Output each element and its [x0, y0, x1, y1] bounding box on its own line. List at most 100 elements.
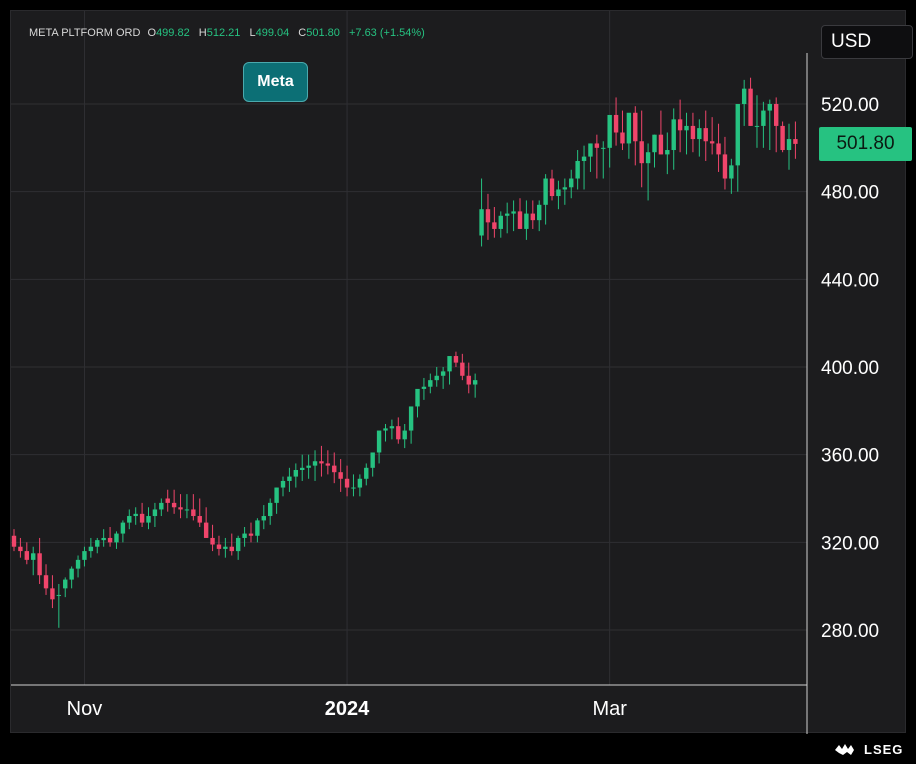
- candle[interactable]: [338, 459, 343, 492]
- candle[interactable]: [402, 423, 407, 449]
- candle[interactable]: [300, 454, 305, 481]
- event-badge[interactable]: Meta: [243, 62, 308, 102]
- candle[interactable]: [703, 110, 708, 161]
- candle[interactable]: [178, 494, 183, 519]
- candle[interactable]: [741, 79, 747, 126]
- candle[interactable]: [114, 531, 119, 549]
- candle[interactable]: [293, 463, 299, 488]
- candle[interactable]: [556, 180, 561, 210]
- candle[interactable]: [498, 211, 503, 238]
- candle[interactable]: [376, 430, 382, 464]
- candle[interactable]: [101, 529, 106, 547]
- candle[interactable]: [575, 150, 580, 190]
- candle[interactable]: [735, 104, 740, 192]
- candle[interactable]: [549, 169, 555, 201]
- candle[interactable]: [780, 121, 785, 153]
- candle[interactable]: [472, 373, 478, 398]
- candle[interactable]: [716, 123, 721, 172]
- chart-panel[interactable]: 280.00 320.00 360.00 400.00 440.00 480.00 520.…: [10, 10, 913, 734]
- candle[interactable]: [223, 537, 228, 558]
- candle[interactable]: [248, 522, 254, 543]
- candle[interactable]: [229, 533, 234, 556]
- candle[interactable]: [261, 505, 266, 530]
- candle[interactable]: [639, 110, 644, 188]
- candle[interactable]: [697, 119, 702, 157]
- candle[interactable]: [31, 546, 36, 576]
- candle[interactable]: [428, 373, 433, 394]
- candle[interactable]: [408, 406, 414, 444]
- candle[interactable]: [274, 487, 279, 514]
- candles[interactable]: [11, 77, 798, 628]
- candle[interactable]: [312, 450, 318, 481]
- candle[interactable]: [613, 97, 619, 146]
- candle[interactable]: [607, 114, 612, 168]
- candle[interactable]: [626, 112, 632, 159]
- candle[interactable]: [165, 489, 170, 512]
- candle[interactable]: [537, 200, 542, 232]
- candle[interactable]: [357, 474, 363, 497]
- candle[interactable]: [511, 200, 516, 232]
- candle[interactable]: [344, 465, 350, 497]
- candle[interactable]: [197, 498, 202, 527]
- candle[interactable]: [748, 77, 753, 126]
- candle[interactable]: [594, 134, 600, 179]
- candle[interactable]: [133, 507, 138, 525]
- candle[interactable]: [671, 108, 676, 170]
- candle[interactable]: [722, 136, 728, 190]
- candle[interactable]: [184, 494, 190, 519]
- candle[interactable]: [107, 526, 113, 547]
- candle[interactable]: [120, 520, 126, 543]
- currency-selector-button[interactable]: USD: [821, 25, 913, 59]
- candle[interactable]: [588, 143, 593, 172]
- candle[interactable]: [665, 132, 670, 175]
- candle[interactable]: [492, 207, 497, 238]
- candle[interactable]: [569, 169, 574, 199]
- candle[interactable]: [43, 564, 49, 595]
- candle[interactable]: [216, 535, 222, 556]
- candle[interactable]: [581, 145, 587, 190]
- candle[interactable]: [729, 158, 734, 194]
- candle[interactable]: [543, 174, 548, 225]
- candle[interactable]: [466, 362, 471, 394]
- candlestick-chart[interactable]: 280.00 320.00 360.00 400.00 440.00 480.00 520.…: [11, 11, 907, 734]
- candle[interactable]: [383, 423, 388, 442]
- candle[interactable]: [434, 367, 439, 387]
- candle[interactable]: [325, 450, 331, 475]
- candle[interactable]: [460, 353, 465, 381]
- candle[interactable]: [677, 99, 683, 153]
- candle[interactable]: [152, 502, 158, 527]
- candle[interactable]: [191, 494, 196, 521]
- candle[interactable]: [332, 452, 337, 484]
- candle[interactable]: [786, 123, 792, 170]
- candle[interactable]: [652, 134, 657, 168]
- candle[interactable]: [287, 467, 292, 492]
- candle[interactable]: [479, 178, 484, 247]
- candle[interactable]: [50, 575, 55, 609]
- candle[interactable]: [440, 367, 446, 389]
- candle[interactable]: [255, 518, 260, 543]
- candle[interactable]: [351, 474, 356, 497]
- candle[interactable]: [620, 110, 625, 151]
- candle[interactable]: [127, 509, 132, 530]
- candle[interactable]: [24, 542, 30, 565]
- candle[interactable]: [370, 452, 375, 477]
- candle[interactable]: [146, 507, 151, 530]
- candle[interactable]: [421, 377, 427, 400]
- candle[interactable]: [415, 388, 420, 418]
- candle[interactable]: [690, 112, 696, 153]
- candle[interactable]: [139, 502, 145, 527]
- candle[interactable]: [69, 566, 74, 589]
- candle[interactable]: [63, 577, 68, 598]
- candle[interactable]: [364, 463, 369, 486]
- candle[interactable]: [562, 178, 568, 205]
- candle[interactable]: [447, 356, 452, 385]
- candle[interactable]: [793, 121, 798, 159]
- candle[interactable]: [88, 537, 94, 558]
- candle[interactable]: [396, 417, 401, 444]
- candle[interactable]: [171, 489, 177, 514]
- candle[interactable]: [306, 454, 311, 479]
- candle[interactable]: [203, 507, 209, 538]
- candle[interactable]: [524, 200, 529, 240]
- candle[interactable]: [453, 351, 459, 367]
- candle[interactable]: [761, 101, 766, 148]
